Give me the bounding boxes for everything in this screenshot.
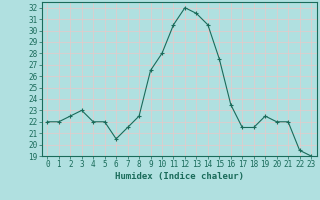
X-axis label: Humidex (Indice chaleur): Humidex (Indice chaleur) xyxy=(115,172,244,181)
